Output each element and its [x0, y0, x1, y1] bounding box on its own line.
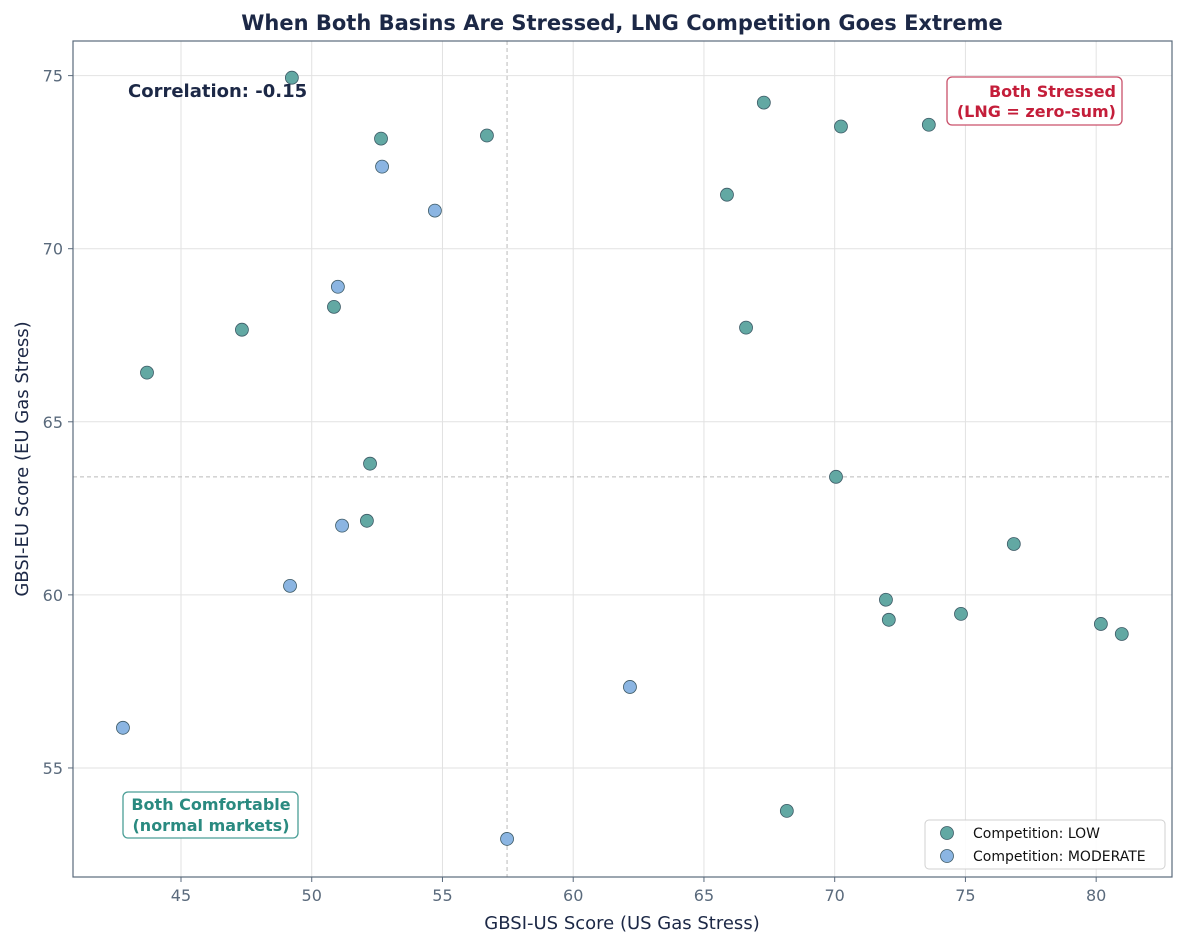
point-moderate	[427, 203, 442, 218]
x-tick-label: 70	[825, 886, 845, 905]
plot-frame	[72, 40, 1173, 878]
point-low	[739, 320, 753, 335]
point-moderate	[375, 159, 389, 174]
point-low	[374, 131, 388, 146]
both-stressed-line1: Both Stressed	[989, 82, 1116, 101]
point-moderate	[623, 680, 637, 694]
x-axis-label: GBSI-US Score (US Gas Stress)	[484, 913, 759, 934]
both-comfortable-line1: Both Comfortable	[131, 795, 290, 814]
point-low	[834, 119, 848, 134]
point-low	[360, 513, 374, 528]
point-low	[235, 322, 249, 337]
correlation-annotation: Correlation: -0.15	[128, 81, 307, 102]
y-tick-label: 65	[43, 413, 63, 432]
x-tick-label: 65	[694, 886, 714, 905]
y-ticks: 55 60 65 70 75	[43, 67, 73, 778]
both-stressed-line2: (LNG = zero-sum)	[957, 102, 1116, 121]
point-low	[720, 187, 734, 202]
point-moderate	[330, 279, 345, 294]
y-tick-label: 75	[43, 67, 63, 86]
x-tick-label: 50	[302, 886, 322, 905]
y-tick-label: 60	[43, 586, 63, 605]
point-low	[1093, 617, 1108, 631]
point-moderate	[500, 832, 514, 846]
point-low	[327, 299, 341, 314]
point-low	[954, 607, 968, 621]
x-tick-label: 75	[955, 886, 975, 905]
point-low	[921, 117, 936, 132]
legend-label-moderate: Competition: MODERATE	[973, 849, 1146, 865]
legend-label-low: Competition: LOW	[973, 826, 1100, 842]
data-points	[116, 70, 1129, 846]
x-tick-label: 55	[432, 886, 452, 905]
point-moderate	[335, 518, 349, 533]
both-comfortable-line2: (normal markets)	[132, 816, 289, 835]
legend-marker-moderate	[940, 849, 954, 863]
x-tick-label: 60	[563, 886, 583, 905]
point-low	[480, 128, 494, 143]
point-low	[1114, 627, 1129, 641]
x-tick-label: 80	[1086, 886, 1106, 905]
point-low	[363, 456, 377, 471]
both-comfortable-annotation: Both Comfortable (normal markets)	[122, 791, 299, 839]
point-low	[879, 592, 893, 607]
chart-title: When Both Basins Are Stressed, LNG Compe…	[241, 11, 1003, 35]
point-low	[756, 95, 771, 110]
point-low	[284, 70, 299, 85]
legend-marker-low	[940, 826, 954, 840]
y-axis-label: GBSI-EU Score (EU Gas Stress)	[12, 321, 33, 596]
legend: Competition: LOW Competition: MODERATE	[924, 819, 1166, 870]
both-stressed-annotation: Both Stressed (LNG = zero-sum)	[946, 76, 1123, 126]
grid	[73, 41, 1172, 877]
point-low	[829, 469, 843, 484]
reference-lines	[73, 41, 1172, 877]
point-moderate	[116, 720, 130, 735]
x-tick-label: 45	[171, 886, 191, 905]
point-low	[1006, 537, 1021, 551]
y-tick-label: 70	[43, 240, 63, 259]
point-low	[779, 803, 794, 818]
x-ticks: 45 50 55 60 65 70 75 80	[171, 877, 1106, 905]
point-low	[140, 365, 154, 380]
point-low	[881, 612, 896, 627]
point-moderate	[283, 578, 297, 593]
y-tick-label: 55	[43, 759, 63, 778]
